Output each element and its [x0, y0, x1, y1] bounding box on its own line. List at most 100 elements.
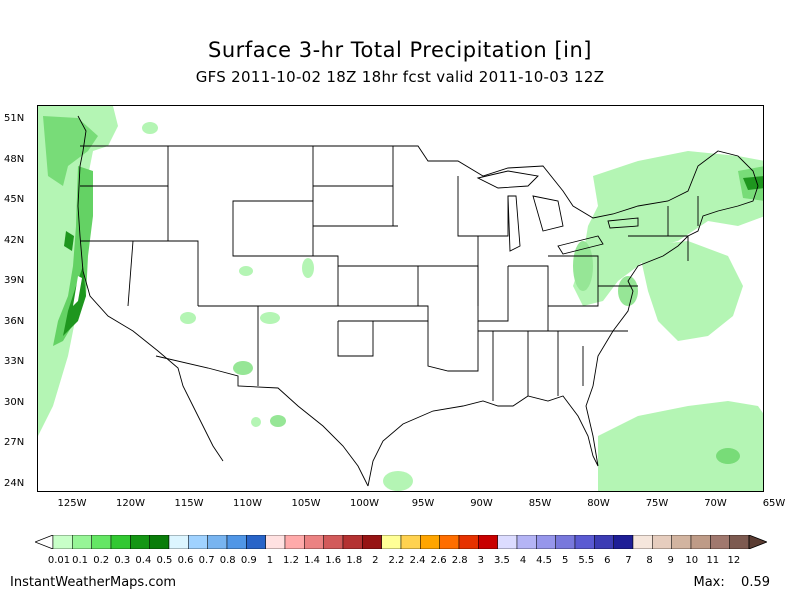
- lake-huron: [532, 195, 564, 232]
- precip-area: [302, 258, 314, 278]
- colorbar-label: 2.8: [451, 555, 468, 566]
- lon-label: 110W: [233, 498, 262, 509]
- state-border: [198, 305, 259, 386]
- colorbar-label: 4.5: [536, 555, 553, 566]
- colorbar-swatch: [149, 535, 170, 549]
- colorbar-label: 0.8: [219, 555, 236, 566]
- lon-label: 85W: [528, 498, 552, 509]
- lat-label: 30N: [4, 396, 25, 408]
- colorbar-swatch: [574, 535, 595, 549]
- colorbar-swatch: [91, 535, 112, 549]
- precip-area: [251, 417, 261, 427]
- colorbar-label: 1.6: [325, 555, 342, 566]
- colorbar-label: 9: [667, 555, 674, 566]
- lon-label: 105W: [291, 498, 321, 509]
- state-border: [628, 235, 689, 261]
- colorbar-swatch: [304, 535, 324, 549]
- colorbar-label: 0.9: [240, 555, 257, 566]
- state-border: [477, 236, 509, 322]
- lon-label: 125W: [57, 498, 87, 509]
- colorbar-swatch: [710, 535, 730, 549]
- lake-superior: [476, 170, 539, 189]
- colorbar-label: 1: [266, 555, 274, 566]
- precip-area: [716, 448, 740, 464]
- lake-michigan: [507, 195, 521, 252]
- colorbar-label: 2.6: [430, 555, 447, 566]
- max-number: 0.59: [741, 575, 770, 590]
- colorbar-swatch: [188, 535, 208, 549]
- precip-area: [142, 122, 158, 134]
- coastline: [77, 115, 224, 462]
- precip-area: [573, 241, 593, 291]
- colorbar-label: 0.1: [72, 555, 89, 566]
- colorbar-label: 0.5: [156, 555, 173, 566]
- colorbar-swatch: [536, 535, 556, 549]
- lake-ontario: [607, 217, 639, 229]
- colorbar-swatch: [458, 535, 479, 549]
- precipitation-map: [37, 105, 764, 492]
- map-canvas: [38, 106, 763, 491]
- colorbar-swatch: [265, 535, 286, 549]
- colorbar-swatch: [516, 535, 537, 549]
- coastline: [592, 185, 759, 387]
- lat-label: 36N: [4, 315, 25, 327]
- colorbar-label: 2.4: [409, 555, 426, 566]
- colorbar-swatch: [497, 535, 518, 549]
- colorbar-label: 10: [685, 555, 699, 566]
- colorbar: [35, 535, 767, 549]
- precip-area: [270, 415, 286, 427]
- state-border: [232, 200, 314, 257]
- precip-area: [598, 401, 763, 491]
- colorbar-swatch: [632, 535, 653, 549]
- state-border: [133, 240, 199, 306]
- colorbar-swatch: [478, 535, 498, 549]
- state-border: [418, 265, 479, 306]
- lon-label: 75W: [645, 498, 669, 509]
- colorbar-swatch: [652, 535, 672, 549]
- colorbar-swatch: [110, 535, 131, 549]
- colorbar-swatch: [439, 535, 460, 549]
- lon-label: 65W: [762, 498, 786, 509]
- colorbar-swatch: [671, 535, 692, 549]
- colorbar-label: 5.5: [578, 555, 595, 566]
- colorbar-swatch: [555, 535, 576, 549]
- colorbar-right-arrow: [748, 535, 767, 549]
- lon-label: 115W: [174, 498, 204, 509]
- source-credit: InstantWeatherMaps.com: [10, 575, 177, 590]
- colorbar-swatch: [207, 535, 228, 549]
- lat-label: 51N: [4, 113, 25, 124]
- colorbar-swatch: [594, 535, 614, 549]
- colorbar-label: 0.01: [47, 555, 71, 566]
- colorbar-swatch: [168, 535, 189, 549]
- lat-label: 42N: [4, 234, 25, 246]
- boundaries: [77, 115, 759, 487]
- state-border: [338, 265, 419, 307]
- colorbar-label: 3: [477, 555, 484, 566]
- lake-erie: [557, 235, 604, 255]
- colorbar-label: 1.2: [283, 555, 299, 566]
- lon-label: 80W: [587, 498, 610, 509]
- precip-area: [43, 116, 98, 186]
- map-title: Surface 3-hr Total Precipitation [in]: [208, 38, 592, 62]
- colorbar-label: 1.4: [304, 555, 321, 566]
- colorbar-swatch: [690, 535, 711, 549]
- colorbar-label: 0.6: [177, 555, 194, 566]
- lat-label: 48N: [4, 153, 25, 165]
- coastline: [367, 385, 599, 487]
- colorbar-swatch: [246, 535, 266, 549]
- colorbar-label: 0.2: [93, 555, 110, 566]
- lon-label: 100W: [350, 498, 379, 509]
- colorbar-swatch: [400, 535, 421, 549]
- colorbar-label: 2: [372, 555, 379, 566]
- colorbar-swatch: [729, 535, 750, 549]
- max-value: Max: 0.59: [694, 575, 771, 590]
- colorbar-swatch: [226, 535, 247, 549]
- colorbar-swatch: [323, 535, 344, 549]
- precip-area: [180, 312, 196, 324]
- max-label: Max:: [693, 575, 725, 590]
- colorbar-label: 2.2: [388, 555, 405, 566]
- colorbar-label: 8: [646, 555, 653, 566]
- lat-label: 39N: [4, 275, 25, 286]
- lon-label: 120W: [116, 498, 145, 509]
- colorbar-label: 6: [604, 555, 611, 566]
